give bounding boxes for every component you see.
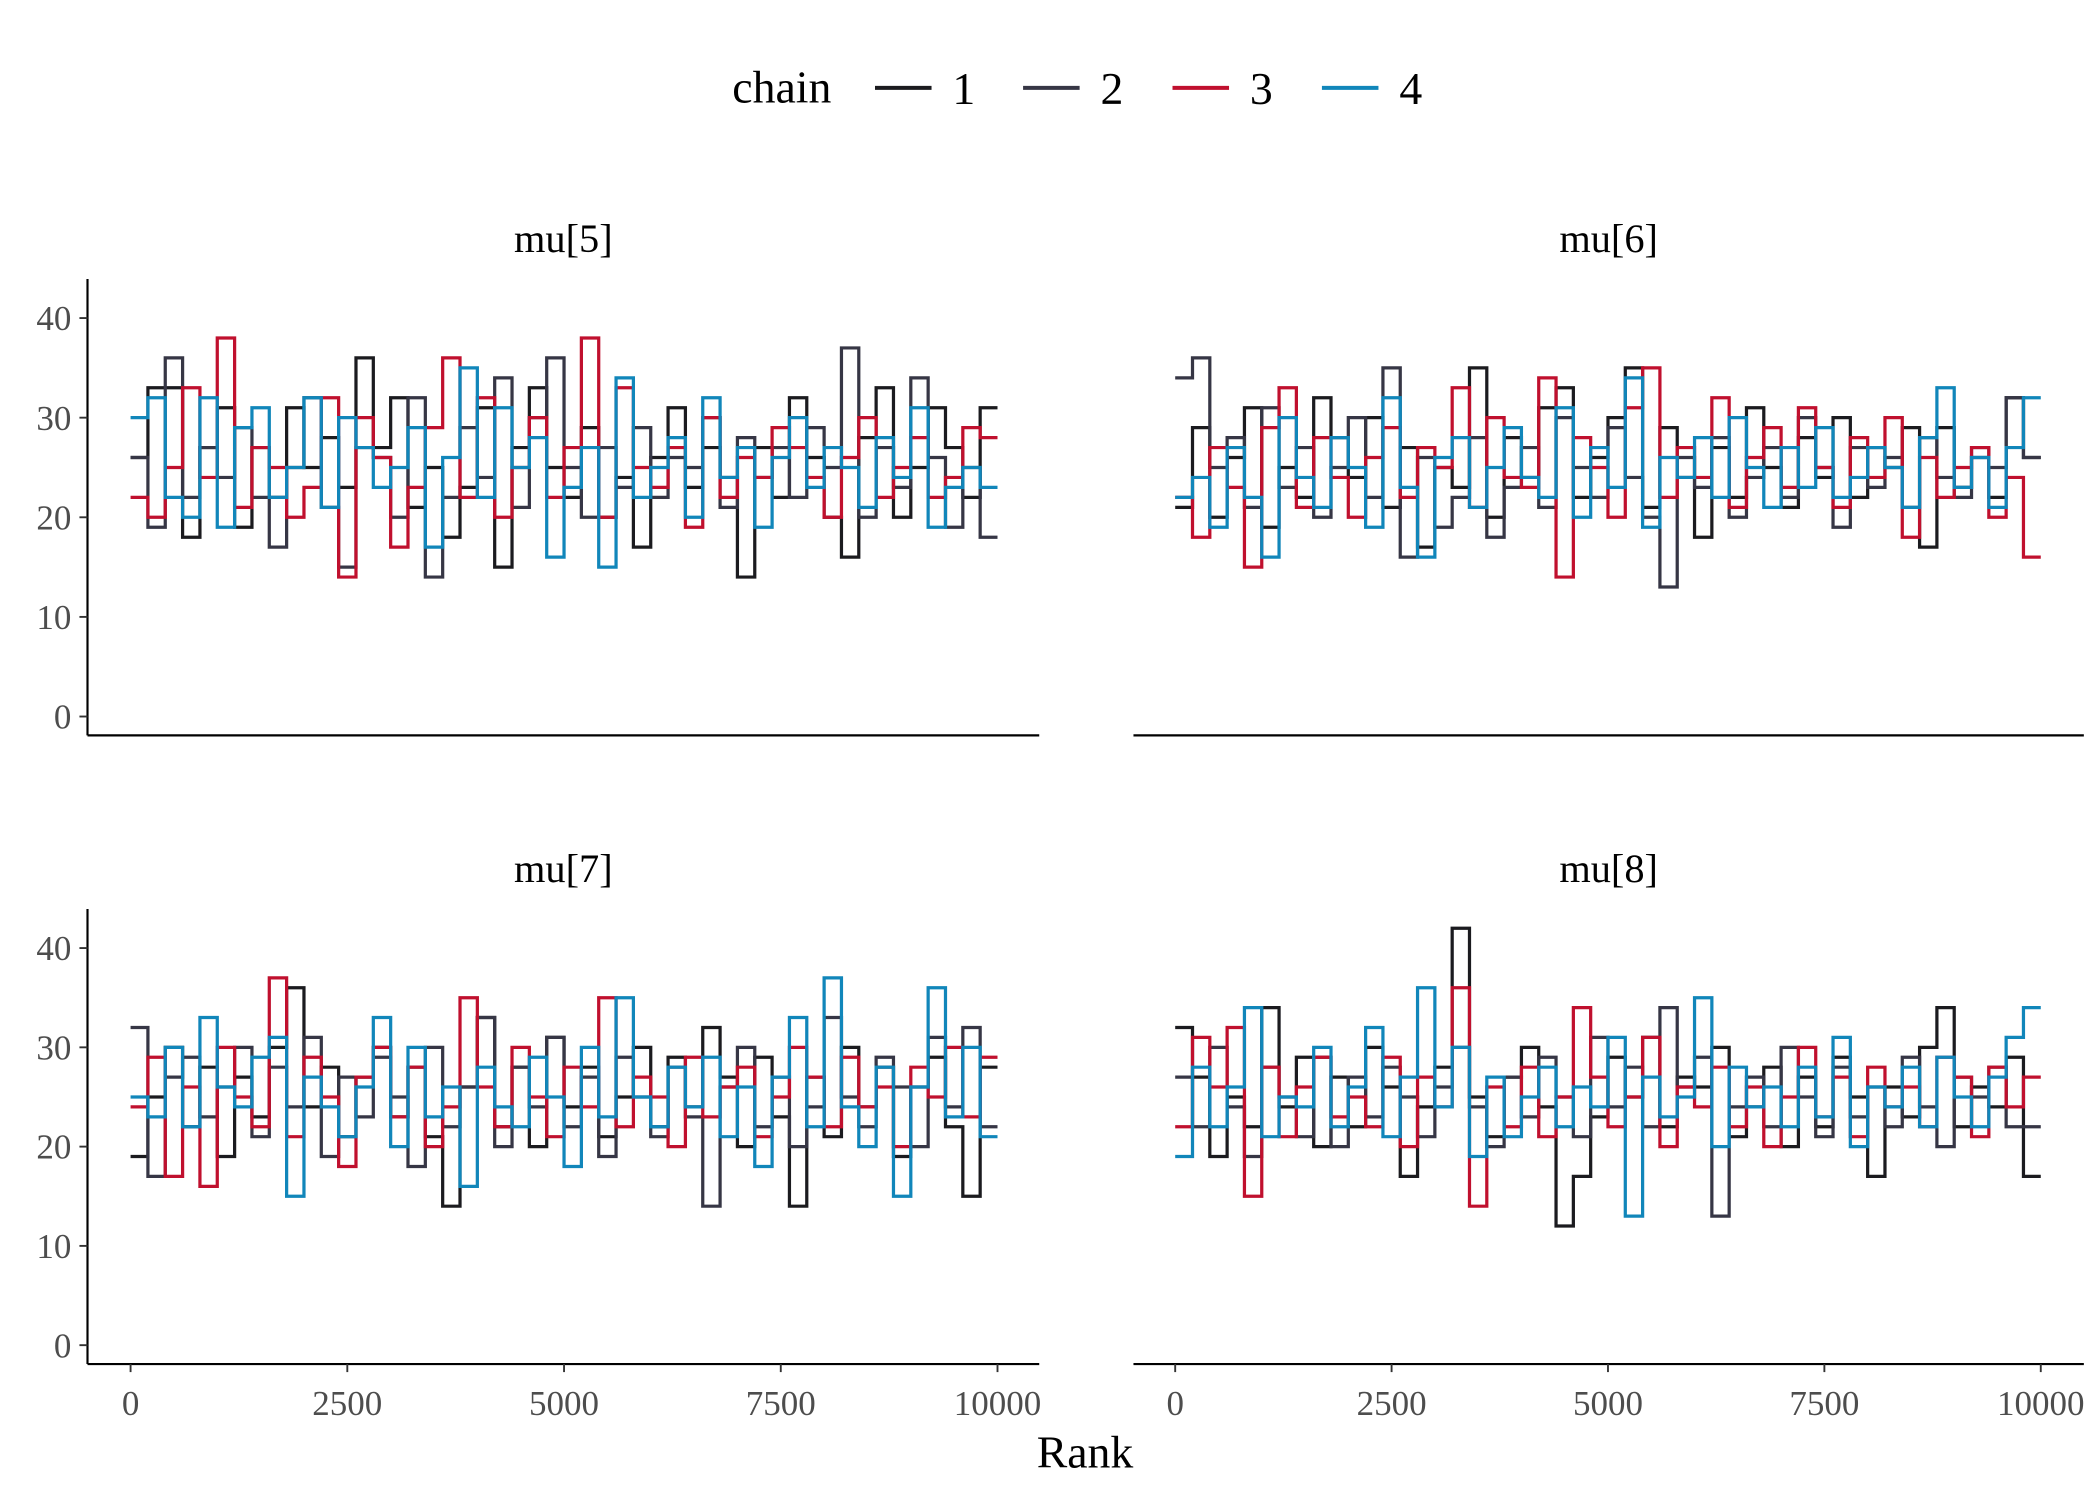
series-line-chain-2 bbox=[130, 346, 998, 579]
x-tick-label: 10000 bbox=[1997, 1384, 2084, 1423]
legend-label-chain-1: 1 bbox=[952, 63, 975, 114]
x-tick-label: 7500 bbox=[1789, 1384, 1859, 1423]
panel-title: mu[5] bbox=[514, 216, 613, 261]
y-tick-label: 10 bbox=[36, 1227, 71, 1266]
series-line-chain-4 bbox=[1175, 986, 2041, 1218]
x-tick-label: 7500 bbox=[746, 1384, 816, 1423]
x-tick-label: 0 bbox=[1166, 1384, 1184, 1423]
panel-title: mu[6] bbox=[1559, 216, 1658, 261]
y-tick-label: 0 bbox=[54, 698, 72, 737]
series-line-chain-3 bbox=[130, 336, 998, 579]
panel-mu[6]: mu[6] bbox=[1133, 216, 2084, 737]
panel-mu[5]: mu[5] 0 10 20 30 40 bbox=[36, 216, 1040, 737]
x-tick-label: 5000 bbox=[1573, 1384, 1643, 1423]
x-tick-label: 5000 bbox=[529, 1384, 599, 1423]
panel-title: mu[8] bbox=[1559, 846, 1658, 891]
legend-title: chain bbox=[732, 62, 831, 113]
series-line-chain-3 bbox=[1175, 366, 2041, 579]
panel-mu[8]: mu[8] 0 2500 5000 7500 10000 bbox=[1133, 846, 2085, 1423]
y-tick-label: 20 bbox=[36, 1128, 71, 1167]
legend-label-chain-3: 3 bbox=[1250, 63, 1273, 114]
x-tick-label: 2500 bbox=[312, 1384, 382, 1423]
x-tick-label: 0 bbox=[122, 1384, 140, 1423]
y-tick-label: 0 bbox=[54, 1326, 72, 1365]
series-line-chain-4 bbox=[1175, 376, 2041, 559]
x-tick-label: 2500 bbox=[1357, 1384, 1427, 1423]
y-tick-label: 10 bbox=[36, 598, 71, 637]
x-axis-label: Rank bbox=[1037, 1427, 1134, 1478]
legend-label-chain-2: 2 bbox=[1100, 63, 1123, 114]
series-line-chain-4 bbox=[130, 366, 998, 569]
legend: chain 1 2 3 4 bbox=[732, 62, 1422, 114]
series-line-chain-4 bbox=[130, 976, 998, 1198]
legend-label-chain-4: 4 bbox=[1399, 63, 1422, 114]
panel-mu[7]: mu[7] 0 10 20 30 40 0 2500 5000 7500 10000 bbox=[36, 846, 1041, 1423]
y-tick-label: 20 bbox=[36, 498, 71, 537]
y-tick-label: 40 bbox=[36, 299, 71, 338]
y-tick-label: 40 bbox=[36, 929, 71, 968]
panel-title: mu[7] bbox=[514, 846, 613, 891]
y-tick-label: 30 bbox=[36, 399, 71, 438]
y-tick-label: 30 bbox=[36, 1028, 71, 1067]
x-tick-label: 10000 bbox=[954, 1384, 1042, 1423]
